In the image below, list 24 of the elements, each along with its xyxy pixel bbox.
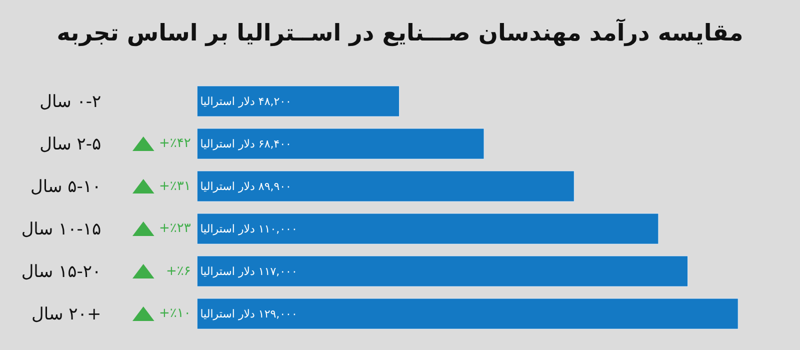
data-label: ۱۱۷,۰۰۰ دلار استرالیا bbox=[200, 264, 298, 278]
data-label: ۴۸,۲۰۰ دلار استرالیا bbox=[200, 94, 292, 108]
bar bbox=[197, 128, 484, 160]
chart-title: مقایسه درآمد مهندسان صـــنایع در اســترالیا بر اساس تجربه bbox=[56, 18, 744, 47]
y-tick-label: ۱۵-۲۰ سال bbox=[21, 262, 102, 282]
y-tick-label: ۰-۲ سال bbox=[40, 92, 102, 112]
text: +٪۳۱ bbox=[159, 179, 191, 194]
bar bbox=[197, 86, 400, 117]
text: +٪۴۲ bbox=[159, 136, 191, 151]
data-label: ۱۱۰,۰۰۰ دلار استرالیا bbox=[200, 222, 298, 236]
y-tick-label: ۱۰-۱۵ سال bbox=[21, 220, 102, 240]
bar bbox=[197, 170, 574, 202]
data-label: ۶۸,۴۰۰ دلار استرالیا bbox=[200, 137, 292, 150]
data-label: ۸۹,۹۰۰ دلار استرالیا bbox=[200, 180, 292, 193]
bar bbox=[197, 213, 659, 244]
text: +٪۶ bbox=[166, 264, 191, 279]
text: +٪۲۳ bbox=[159, 221, 191, 236]
text: +٪۱۰ bbox=[159, 306, 191, 321]
bar bbox=[197, 298, 738, 330]
y-tick-label: ۲-۵ سال bbox=[40, 134, 102, 155]
bar bbox=[197, 256, 688, 287]
y-tick-label: ۵-۱۰ سال bbox=[30, 177, 102, 198]
y-tick-label: +۲۰ سال bbox=[31, 304, 102, 325]
data-label: ۱۲۹,۰۰۰ دلار استرالیا bbox=[200, 307, 298, 320]
